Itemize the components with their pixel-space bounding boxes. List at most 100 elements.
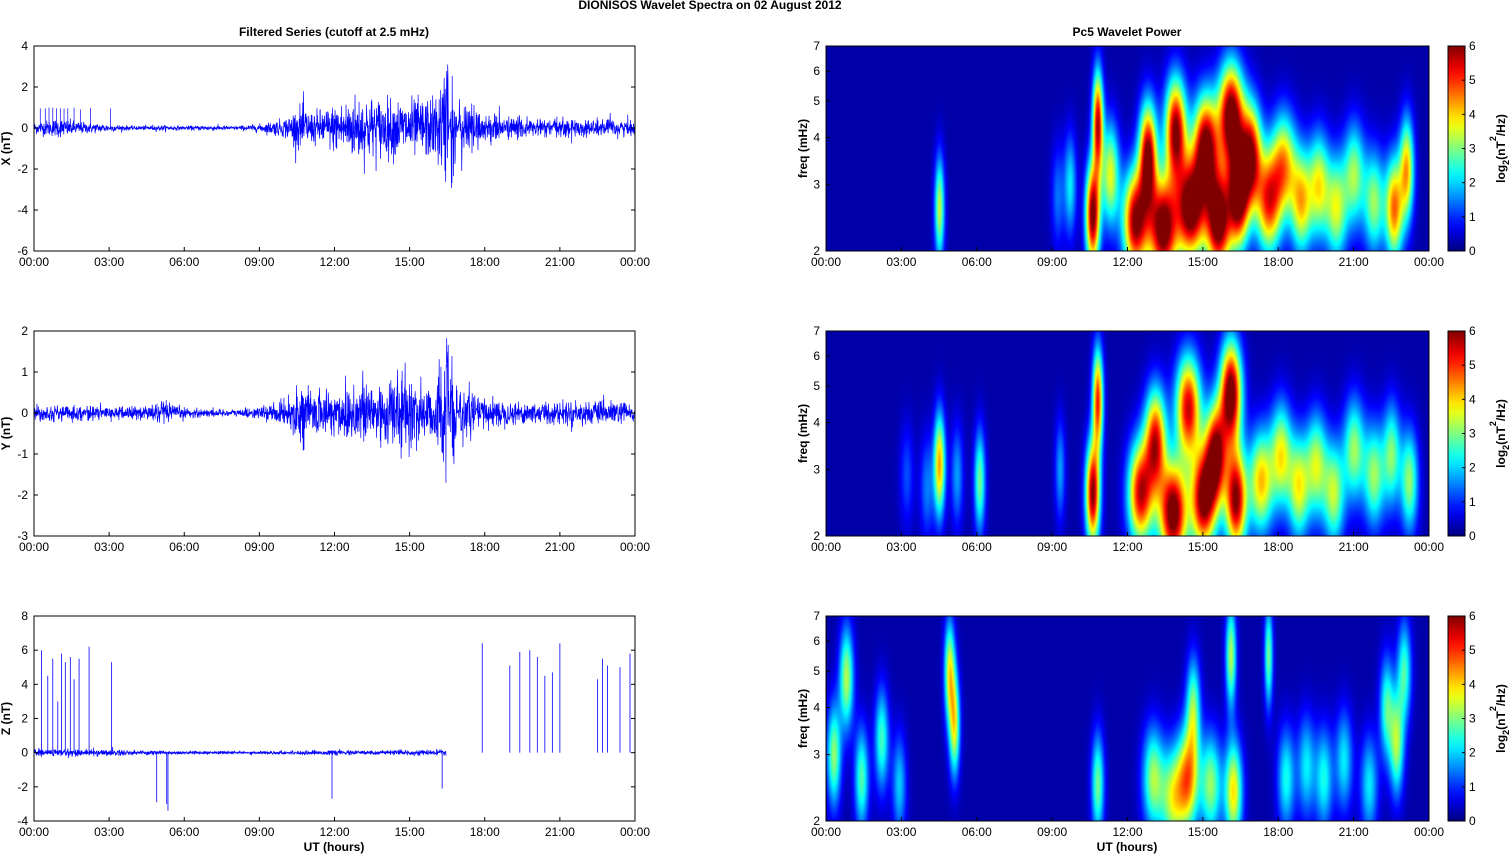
ts-xtick-label: 03:00: [94, 825, 124, 839]
plot-area: [34, 46, 635, 251]
ytick-label: 7: [813, 39, 820, 53]
ytick-label: 6: [813, 634, 820, 648]
ytick-label: 0: [21, 746, 28, 760]
ts-xtick-label: 00:00: [620, 540, 650, 554]
spec-xtick-label: 00:00: [1414, 540, 1444, 554]
colorbar-label: log2(nT2/Hz): [1488, 399, 1511, 468]
ts-xtick-label: 15:00: [395, 255, 425, 269]
spec-xtick-label: 06:00: [962, 825, 992, 839]
colorbar-tick-label: 5: [1469, 358, 1476, 372]
colorbar-tick-label: 4: [1469, 677, 1476, 691]
ts-xtick-label: 18:00: [470, 825, 500, 839]
colorbar-tick-label: 1: [1469, 780, 1476, 794]
trace-x: [33, 64, 636, 189]
colorbar-tick-label: 1: [1469, 495, 1476, 509]
colorbar-tick-label: 1: [1469, 210, 1476, 224]
ts-xtick-label: 00:00: [19, 255, 49, 269]
ts-xtick-label: 00:00: [19, 540, 49, 554]
colorbar: 0 1 2 3 4 5 6 log2(nT2/Hz): [1447, 609, 1511, 828]
ts-xtick-label: 18:00: [470, 540, 500, 554]
plot-area: [34, 616, 635, 821]
spectrogram-panel-x: 2 3 4 5 6 7 00:00 03:00 06:00 09:00 12:00 15:00 18:0…: [796, 39, 1511, 269]
ts-xtick-label: 09:00: [244, 255, 274, 269]
spec-xtick-label: 03:00: [886, 540, 916, 554]
spec-xtick-label: 18:00: [1263, 825, 1293, 839]
colorbar-tick-label: 3: [1469, 712, 1476, 726]
y-axis-label: freq (mHz): [796, 119, 810, 178]
y-axis-label: X (nT): [0, 132, 13, 166]
colorbar: 0 1 2 3 4 5 6 log2(nT2/Hz): [1447, 324, 1511, 543]
ts-xtick-label: 12:00: [319, 255, 349, 269]
spec-xtick-label: 06:00: [962, 255, 992, 269]
y-axis-label: Z (nT): [0, 702, 13, 735]
ytick-label: 6: [21, 643, 28, 657]
ts-xtick-label: 15:00: [395, 825, 425, 839]
spec-xtick-label: 18:00: [1263, 255, 1293, 269]
x-axis-label-left: UT (hours): [304, 840, 365, 854]
ytick-label: 2: [813, 529, 820, 543]
ytick-label: 2: [813, 814, 820, 828]
ytick-label: 5: [813, 94, 820, 108]
colorbar-tick-label: 6: [1469, 39, 1476, 53]
colorbar-tick-label: 0: [1469, 529, 1476, 543]
plot-area: [34, 331, 635, 536]
colorbar-tick-label: 5: [1469, 73, 1476, 87]
spec-xtick-label: 03:00: [886, 825, 916, 839]
spec-xtick-label: 12:00: [1112, 255, 1142, 269]
ytick-label: 4: [21, 39, 28, 53]
ytick-label: -4: [17, 814, 28, 828]
ts-xtick-label: 06:00: [169, 255, 199, 269]
y-axis-label: freq (mHz): [796, 404, 810, 463]
ytick-label: 0: [21, 121, 28, 135]
spec-xtick-label: 09:00: [1037, 540, 1067, 554]
spectrogram-panel-z: 2 3 4 5 6 7 00:00 03:00 06:00 09:00 12:00 15:00 18:0…: [796, 609, 1511, 839]
colorbar-tick-label: 5: [1469, 643, 1476, 657]
ts-xtick-label: 21:00: [545, 255, 575, 269]
ytick-label: 4: [813, 416, 820, 430]
spec-xtick-label: 03:00: [886, 255, 916, 269]
colorbar-tick-label: 4: [1469, 392, 1476, 406]
ytick-label: 5: [813, 664, 820, 678]
ytick-label: 8: [21, 609, 28, 623]
ytick-label: 2: [21, 712, 28, 726]
colorbar-tick-label: 3: [1469, 427, 1476, 441]
spec-xtick-label: 21:00: [1339, 540, 1369, 554]
ts-xtick-label: 12:00: [319, 825, 349, 839]
ytick-label: 2: [813, 244, 820, 258]
spec-xtick-label: 15:00: [1188, 540, 1218, 554]
spec-xtick-label: 18:00: [1263, 540, 1293, 554]
colorbar-tick-label: 6: [1469, 324, 1476, 338]
colorbar-tick-label: 4: [1469, 107, 1476, 121]
ytick-label: 3: [813, 463, 820, 477]
wavelet-power-title: Pc5 Wavelet Power: [1073, 25, 1182, 39]
ts-xtick-label: 03:00: [94, 255, 124, 269]
spec-xtick-label: 12:00: [1112, 825, 1142, 839]
spec-xtick-label: 00:00: [1414, 825, 1444, 839]
spec-xtick-label: 21:00: [1339, 825, 1369, 839]
x-axis-label-right: UT (hours): [1097, 840, 1158, 854]
trace-z: [33, 746, 447, 759]
colorbar-tick-label: 2: [1469, 461, 1476, 475]
spec-xtick-label: 00:00: [811, 255, 841, 269]
ytick-label: -4: [17, 203, 28, 217]
spec-xtick-label: 15:00: [1188, 825, 1218, 839]
wavelet-power-image: [826, 331, 1429, 536]
ts-xtick-label: 09:00: [244, 540, 274, 554]
ytick-label: 0: [21, 406, 28, 420]
y-axis-label: Y (nT): [0, 417, 13, 451]
spec-xtick-label: 06:00: [962, 540, 992, 554]
ytick-label: 6: [813, 349, 820, 363]
ts-xtick-label: 09:00: [244, 825, 274, 839]
ts-xtick-label: 00:00: [19, 825, 49, 839]
spectrogram-panel-y: 2 3 4 5 6 7 00:00 03:00 06:00 09:00 12:00 15:00 18:0…: [796, 324, 1511, 554]
ts-xtick-label: 06:00: [169, 540, 199, 554]
colorbar-tick-label: 3: [1469, 142, 1476, 156]
ytick-label: -2: [17, 488, 28, 502]
spec-xtick-label: 21:00: [1339, 255, 1369, 269]
ts-xtick-label: 18:00: [470, 255, 500, 269]
ytick-label: 3: [813, 178, 820, 192]
colorbar-tick-label: 2: [1469, 746, 1476, 760]
colorbar-tick-label: 0: [1469, 244, 1476, 258]
